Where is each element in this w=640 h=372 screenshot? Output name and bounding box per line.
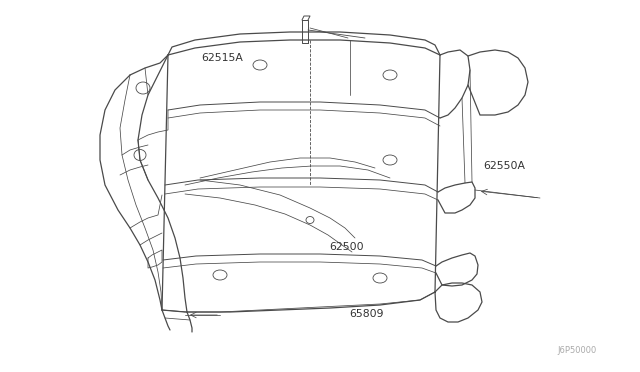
Text: J6P50000: J6P50000 <box>557 346 597 355</box>
Text: 62550A: 62550A <box>483 161 525 170</box>
Text: 62515A: 62515A <box>202 53 243 62</box>
Text: 62500: 62500 <box>330 243 364 252</box>
Text: 65809: 65809 <box>349 310 383 319</box>
